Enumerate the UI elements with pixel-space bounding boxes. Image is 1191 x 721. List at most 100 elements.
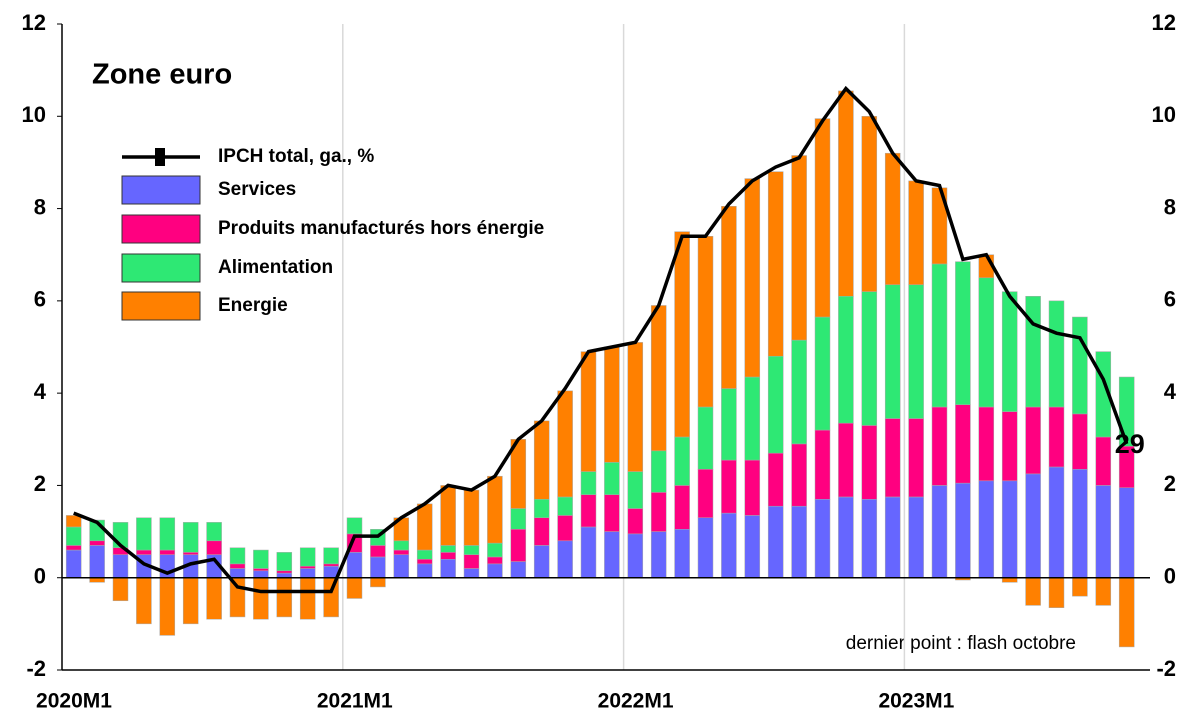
legend-swatch [121, 291, 201, 321]
bar-segment [533, 420, 550, 500]
bar-segment [674, 231, 690, 438]
bar-segment [323, 547, 339, 565]
line [73, 85, 1129, 594]
bar-segment [510, 561, 527, 578]
bar-segment [89, 545, 105, 578]
bar-segment [370, 577, 386, 588]
bar-segment [65, 515, 82, 528]
bar-segment [744, 459, 761, 516]
bar-segment [721, 512, 737, 578]
y2-tick-label: 12 [1152, 10, 1176, 35]
bar-segment [346, 517, 363, 535]
bar-segment [299, 547, 316, 567]
bar-segment [487, 556, 503, 565]
x-tick-label: 2023M1 [878, 690, 954, 713]
bar-segment [1048, 300, 1065, 408]
chart-title: Zone euro [92, 59, 232, 91]
bar-segment [791, 155, 807, 341]
bar-segment [206, 540, 222, 555]
y-tick-label: 4 [34, 379, 47, 404]
bar-segment [393, 540, 410, 551]
bar-segment [861, 291, 878, 426]
end-label: 29 [1115, 429, 1145, 459]
y2-tick-label: -2 [1156, 656, 1176, 681]
bar-segment [791, 339, 807, 445]
bar-segment [65, 545, 82, 551]
bar-segment [861, 116, 878, 292]
bar-segment [721, 459, 737, 514]
bar-segment [978, 480, 995, 578]
bar-segment [533, 499, 550, 518]
bar-segment [299, 568, 316, 578]
bar-segment [510, 508, 527, 530]
bar-segment [393, 554, 410, 578]
bar-segment [814, 499, 831, 578]
bar-segment [814, 118, 831, 318]
bar-segment [65, 526, 82, 546]
bar-segment [299, 577, 316, 620]
bar-segment [697, 406, 714, 470]
bar-segment [931, 485, 948, 578]
y-tick-label: 0 [34, 564, 46, 589]
bar-segment [697, 236, 714, 408]
bar-segment [253, 568, 269, 572]
bar-segment [229, 547, 246, 565]
bar-segment [978, 277, 995, 408]
bar-segment [557, 390, 573, 498]
legend-label: Produits manufacturés hors énergie [218, 218, 544, 239]
bar-segment [1001, 411, 1018, 482]
legend-swatch [121, 253, 201, 283]
bar-segment [1001, 480, 1018, 578]
bar-segment [182, 522, 199, 553]
bar-segment [1048, 406, 1065, 468]
bar-segment [206, 522, 222, 542]
y-tick-label: 12 [22, 10, 46, 35]
y2-tick-label: 0 [1164, 564, 1176, 589]
bar-segment [978, 406, 995, 482]
bar-segment [674, 485, 690, 530]
y-tick-label: 10 [22, 102, 46, 127]
bar-segment [276, 577, 293, 618]
legend-label: Alimentation [218, 257, 333, 278]
bar-segment [182, 577, 199, 625]
bar-segment [323, 563, 339, 567]
bar-segment [557, 515, 573, 542]
bar-segment [580, 494, 597, 528]
bar-segment [838, 90, 854, 297]
bar-segment [416, 563, 433, 578]
bar-segment [767, 452, 784, 507]
bar-segment [89, 540, 105, 546]
bar-segment [627, 471, 644, 509]
bar-segment [744, 178, 761, 378]
bar-segment [159, 577, 176, 636]
bar-segment [604, 531, 620, 578]
bar-segment [557, 540, 573, 578]
bar-segment [580, 526, 597, 578]
bar-segment [604, 346, 620, 463]
bar-segment [370, 556, 386, 578]
bar-segment [814, 429, 831, 500]
bar-segment [955, 482, 971, 578]
bar-segment [1001, 291, 1018, 412]
bar-segment [159, 517, 176, 551]
bar-segment [604, 462, 620, 495]
bar-segment [955, 404, 971, 484]
legend-swatch [121, 175, 201, 205]
bar-segment [908, 284, 924, 419]
bar-segment [136, 577, 152, 625]
bar-segment [908, 496, 924, 578]
bar-segment [370, 545, 386, 558]
bar-segment [697, 517, 714, 578]
bar-segment [1025, 406, 1041, 475]
bar-segment [416, 559, 433, 565]
note: dernier point : flash octobre [846, 633, 1076, 654]
bar-segment [416, 549, 433, 560]
bar-segment [580, 351, 597, 472]
bar-segment [229, 577, 246, 618]
bar-segment [721, 388, 737, 461]
bar-segment [1095, 436, 1112, 486]
bar-segment [931, 406, 948, 486]
bar-segment [884, 152, 901, 285]
bar-segment [767, 505, 784, 578]
x-tick-label: 2020M1 [36, 690, 112, 713]
